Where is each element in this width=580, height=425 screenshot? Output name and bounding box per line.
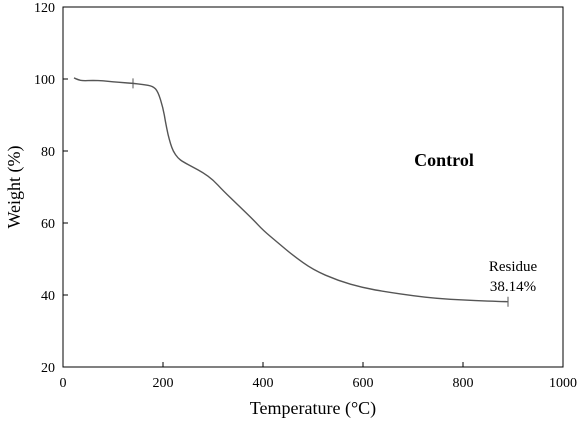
residue-label: Residue [489,259,538,275]
x-tick-label: 1000 [549,376,577,391]
y-tick-label: 100 [34,73,55,88]
y-axis-label: Weight (%) [4,145,25,228]
weight-loss-curve [73,77,509,303]
residue-value: 38.14% [490,279,536,295]
panel-label: Control [414,150,474,170]
curve-markers [132,78,509,307]
x-tick-label: 200 [153,376,174,391]
x-axis-ticks: 0 200 400 600 800 1000 [60,362,577,391]
y-tick-label: 40 [41,289,55,304]
y-tick-label: 80 [41,145,55,160]
y-tick-label: 20 [41,361,55,376]
x-tick-label: 600 [353,376,374,391]
x-tick-label: 800 [453,376,474,391]
y-tick-label: 120 [34,1,55,16]
plot-frame [62,6,564,368]
x-tick-label: 0 [60,376,67,391]
x-tick-label: 400 [253,376,274,391]
x-axis-label: Temperature (°C) [250,398,376,419]
y-axis-ticks: 20 40 60 80 100 120 [34,1,68,376]
y-tick-label: 60 [41,217,55,232]
